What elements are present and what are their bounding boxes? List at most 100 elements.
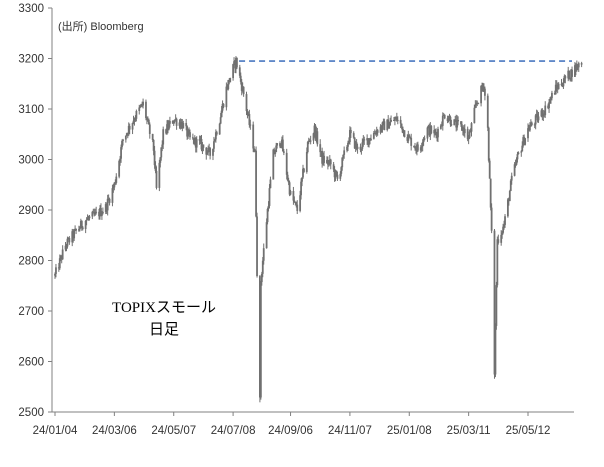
- candle-body: [426, 127, 429, 139]
- candle-body: [121, 141, 123, 148]
- candle-body: [218, 123, 221, 135]
- candle-body: [496, 239, 499, 286]
- candle-body: [571, 69, 573, 77]
- candle-body: [302, 168, 304, 178]
- y-tick-label: 3200: [18, 54, 44, 66]
- candle-body: [483, 86, 485, 89]
- candle-body: [153, 150, 156, 166]
- candle-body: [73, 230, 76, 239]
- candle-body: [319, 144, 322, 153]
- candle-body: [410, 137, 413, 146]
- candle-body: [285, 152, 288, 175]
- candle-body: [233, 61, 235, 65]
- candle-body: [517, 152, 520, 155]
- candle-body: [114, 182, 117, 184]
- candle-body: [574, 65, 576, 77]
- candle-body: [515, 159, 518, 165]
- candle-body: [272, 149, 275, 180]
- candle-body: [99, 207, 101, 217]
- candle-body: [111, 188, 114, 203]
- candle-body: [437, 128, 439, 138]
- candle-body: [266, 208, 269, 223]
- candle-body: [320, 150, 323, 153]
- price-series: [54, 56, 583, 403]
- candle-body: [207, 147, 210, 153]
- candle-body: [520, 151, 523, 153]
- candle-body: [189, 132, 191, 138]
- candle-body: [427, 125, 430, 128]
- candle-body: [227, 79, 230, 90]
- candle-body: [521, 145, 524, 152]
- candle-body: [165, 129, 167, 134]
- x-tick-label: 24/11/07: [328, 425, 372, 437]
- candle-body: [440, 125, 443, 127]
- candle-body: [362, 139, 365, 143]
- candle-body: [374, 133, 377, 135]
- candle-body: [494, 325, 497, 375]
- candle-body: [393, 120, 395, 122]
- candle-body: [341, 157, 344, 168]
- candle-body: [416, 144, 419, 151]
- candle-body: [148, 124, 151, 134]
- candle-body: [513, 164, 516, 176]
- candle-body: [334, 170, 337, 178]
- candle-body: [127, 125, 130, 135]
- candle-body: [61, 249, 64, 260]
- source-note: (出所) Bloomberg: [58, 19, 144, 33]
- candle-body: [160, 147, 163, 158]
- candle-body: [555, 84, 558, 88]
- candle-body: [247, 113, 250, 115]
- candle-body: [292, 191, 295, 201]
- candle-body: [564, 76, 567, 79]
- candle-body: [212, 148, 214, 156]
- candle-body: [220, 110, 223, 118]
- candle-body: [376, 130, 379, 133]
- candle-body: [359, 146, 362, 150]
- candle-body: [413, 145, 415, 148]
- candle-body: [235, 57, 237, 69]
- candle-body: [104, 204, 107, 212]
- candle-body: [339, 173, 342, 179]
- candle-body: [206, 152, 209, 155]
- candle-body: [300, 181, 302, 196]
- candle-body: [462, 127, 465, 134]
- candle-body: [524, 138, 527, 145]
- candle-body: [477, 102, 480, 104]
- candle-body: [522, 137, 525, 146]
- candle-body: [198, 139, 201, 141]
- candle-body: [208, 147, 211, 149]
- candle-body: [375, 130, 378, 135]
- candle-body: [158, 162, 161, 188]
- candle-body: [420, 146, 423, 148]
- candle-body: [407, 135, 410, 141]
- candle-body: [463, 128, 466, 134]
- candle-body: [509, 180, 512, 191]
- candle-body: [577, 63, 580, 68]
- candle-body: [67, 238, 70, 240]
- candle-body: [363, 139, 366, 141]
- candle-body: [327, 162, 330, 165]
- y-tick-label: 2900: [18, 205, 44, 217]
- candle-body: [289, 191, 292, 195]
- candle-body: [166, 124, 168, 134]
- candle-body: [493, 230, 496, 375]
- candle-body: [348, 142, 350, 144]
- candle-body: [434, 130, 437, 133]
- candle-body: [118, 160, 121, 177]
- candle-body: [528, 128, 530, 131]
- candle-body: [238, 67, 241, 76]
- candle-body: [281, 139, 284, 152]
- candle-body: [476, 102, 479, 104]
- candle-body: [225, 86, 228, 108]
- candle-body: [575, 64, 578, 71]
- candle-body: [326, 160, 328, 163]
- candle-body: [561, 85, 564, 87]
- candle-body: [369, 138, 371, 141]
- candle-body: [436, 134, 438, 138]
- candle-body: [191, 137, 194, 139]
- candle-body: [185, 122, 188, 127]
- candle-body: [126, 133, 129, 135]
- candle-body: [322, 155, 324, 164]
- candle-body: [507, 199, 510, 202]
- candle-body: [268, 188, 271, 206]
